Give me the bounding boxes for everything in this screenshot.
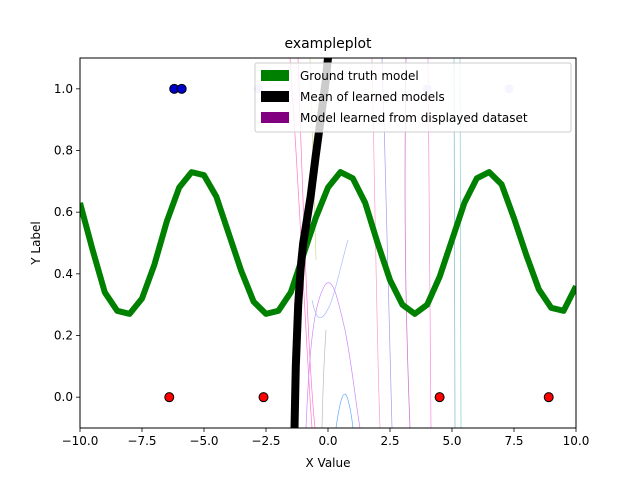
learned-model-curve <box>321 329 327 428</box>
legend-label: Model learned from displayed dataset <box>300 111 528 125</box>
x-tick-label: 2.5 <box>380 434 399 448</box>
legend-label: Mean of learned models <box>300 90 445 104</box>
chart-title: exampleplot <box>284 36 372 52</box>
y-tick-label: 0.6 <box>54 205 73 219</box>
legend-swatch <box>261 91 289 102</box>
legend: Ground truth model Mean of learned models… <box>254 62 572 133</box>
data-point-false <box>434 392 445 403</box>
y-tick-label: 0.2 <box>54 329 73 343</box>
x-tick-label: 10.0 <box>563 434 590 448</box>
x-tick-label: −5.0 <box>189 434 218 448</box>
data-point-false <box>258 392 269 403</box>
legend-swatch <box>261 112 289 123</box>
legend-box <box>254 62 572 133</box>
x-tick-label: −2.5 <box>251 434 280 448</box>
y-axis: 0.0 0.2 0.4 0.6 0.8 1.0 <box>54 82 80 404</box>
learned-model-curve <box>305 282 361 428</box>
learned-model-curve <box>311 239 349 318</box>
data-point-false <box>164 392 175 403</box>
x-tick-label: −7.5 <box>127 434 156 448</box>
x-tick-label: 0.0 <box>318 434 337 448</box>
y-tick-label: 0.0 <box>54 390 73 404</box>
learned-model-curve <box>335 393 354 428</box>
x-axis-label: X Value <box>306 456 351 470</box>
x-tick-label: −10.0 <box>62 434 99 448</box>
y-tick-label: 0.4 <box>54 267 73 281</box>
legend-label: Ground truth model <box>300 69 419 83</box>
legend-swatch <box>261 70 289 81</box>
y-tick-label: 0.8 <box>54 144 73 158</box>
data-point-false <box>543 392 554 403</box>
x-axis: −10.0 −7.5 −5.0 −2.5 0.0 2.5 5.0 7.5 10.0 <box>62 428 590 448</box>
x-tick-label: 5.0 <box>442 434 461 448</box>
y-axis-label: Y Label <box>29 221 43 266</box>
x-tick-label: 7.5 <box>504 434 523 448</box>
ground-truth-line <box>80 169 576 317</box>
y-tick-label: 1.0 <box>54 82 73 96</box>
data-point-true <box>176 83 187 94</box>
